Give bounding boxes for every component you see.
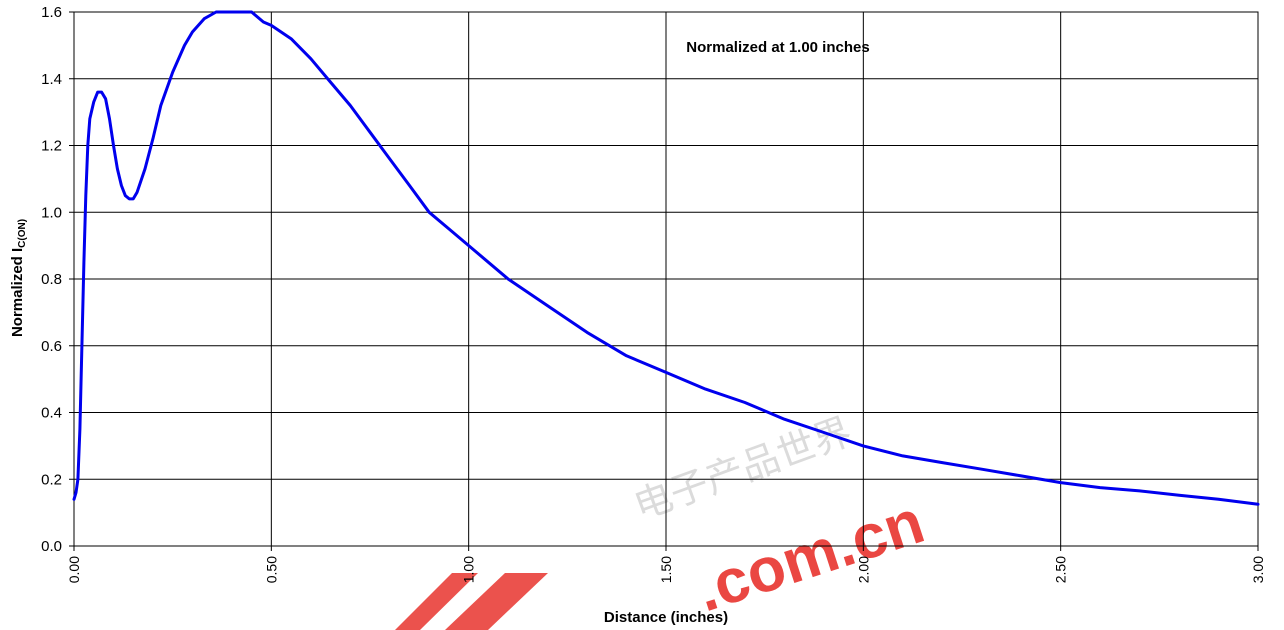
y-tick-label: 0.0 xyxy=(41,538,62,555)
y-tick-label: 1.6 xyxy=(41,4,62,21)
watermark-text: .com.cn xyxy=(688,487,932,625)
x-tick-label: 0.50 xyxy=(263,556,279,583)
y-axis-title: Normalized IC(ON) xyxy=(9,219,28,337)
y-tick-label: 0.2 xyxy=(41,471,62,488)
y-tick-labels: 0.0 0.2 0.4 0.6 0.8 1.0 1.2 1.4 1.6 xyxy=(41,4,74,555)
y-tick-label: 0.4 xyxy=(41,405,62,422)
x-tick-label: 1.00 xyxy=(461,556,477,583)
x-tick-label: 2.50 xyxy=(1053,556,1069,583)
x-tick-label: 0.00 xyxy=(66,556,82,583)
y-tick-label: 1.4 xyxy=(41,71,62,88)
y-tick-label: 0.8 xyxy=(41,271,62,288)
series-line xyxy=(72,10,1260,506)
y-axis-title-subscript: C(ON) xyxy=(17,219,28,248)
y-tick-label: 1.2 xyxy=(41,138,62,155)
x-tick-label: 1.50 xyxy=(658,556,674,583)
x-axis-title: Distance (inches) xyxy=(604,609,728,626)
x-tick-label: 2.00 xyxy=(855,556,871,583)
chart-annotation: Normalized at 1.00 inches xyxy=(686,39,869,56)
y-axis-title-main: Normalized I xyxy=(9,248,26,337)
y-tick-label: 0.6 xyxy=(41,338,62,355)
watermark-chinese: 电子产品世界 xyxy=(629,411,858,528)
grid xyxy=(73,11,1259,547)
watermark-stripe xyxy=(445,573,548,630)
x-tick-labels: 0.00 0.50 1.00 1.50 2.00 2.50 3.00 xyxy=(66,546,1266,583)
y-tick-label: 1.0 xyxy=(41,204,62,221)
x-tick-label: 3.00 xyxy=(1250,556,1266,583)
watermark-stripe xyxy=(395,573,478,630)
